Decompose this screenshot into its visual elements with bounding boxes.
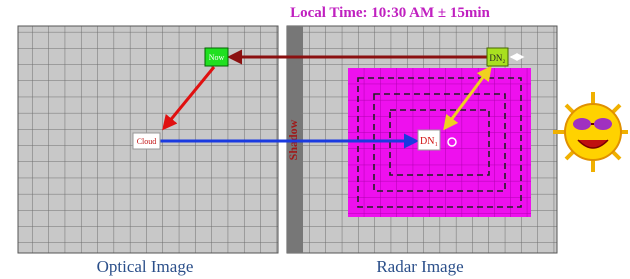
page: Local Time: 10:30 AM ± 15min Shadow Now … (0, 0, 630, 279)
dn1-label: DN₁ (420, 136, 438, 147)
dn2-label: DN₂ (489, 53, 505, 63)
sun-icon (553, 92, 628, 172)
cloud-label: Cloud (137, 137, 157, 146)
optical-caption: Optical Image (97, 257, 194, 276)
title: Local Time: 10:30 AM ± 15min (290, 5, 490, 21)
radar-caption: Radar Image (376, 257, 463, 276)
now-label: Now (209, 53, 225, 62)
diagram: Local Time: 10:30 AM ± 15min Shadow Now … (0, 0, 630, 279)
